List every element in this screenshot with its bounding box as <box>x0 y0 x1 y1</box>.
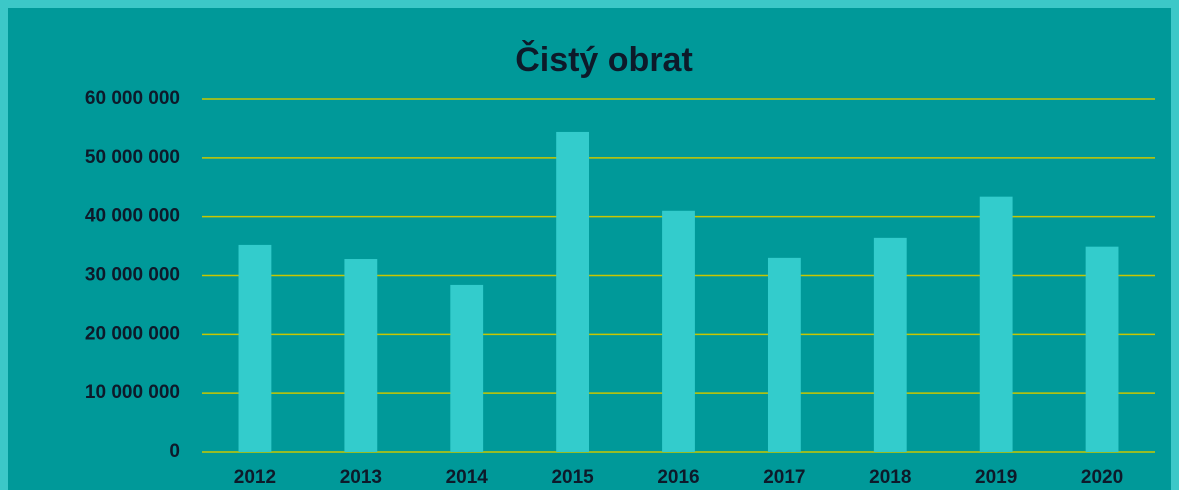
y-tick-label: 10 000 000 <box>85 382 180 403</box>
x-tick-label: 2017 <box>763 467 805 488</box>
x-tick-label: 2016 <box>657 467 699 488</box>
bar <box>450 284 484 452</box>
bar <box>662 210 695 452</box>
y-tick-label: 30 000 000 <box>85 265 180 286</box>
chart-title: Čistý obrat <box>515 40 693 79</box>
y-tick-label: 60 000 000 <box>85 88 180 109</box>
x-tick-label: 2019 <box>975 467 1017 488</box>
y-tick-label: 50 000 000 <box>85 147 180 168</box>
bar <box>1085 246 1119 452</box>
y-tick-label: 20 000 000 <box>85 323 180 344</box>
y-tick-label: 0 <box>169 441 180 462</box>
x-tick-label: 2018 <box>869 467 911 488</box>
bar <box>556 131 590 453</box>
bar <box>344 259 378 452</box>
x-tick-label: 2014 <box>446 467 489 488</box>
x-tick-label: 2015 <box>551 467 594 488</box>
y-tick-label: 40 000 000 <box>85 206 180 227</box>
bar <box>873 237 907 452</box>
bar <box>767 257 801 452</box>
bar <box>979 196 1013 452</box>
x-tick-label: 2020 <box>1081 467 1123 488</box>
bar <box>238 244 272 452</box>
x-tick-label: 2013 <box>340 467 382 488</box>
chart-background <box>8 8 1171 490</box>
x-tick-label: 2012 <box>234 467 276 488</box>
